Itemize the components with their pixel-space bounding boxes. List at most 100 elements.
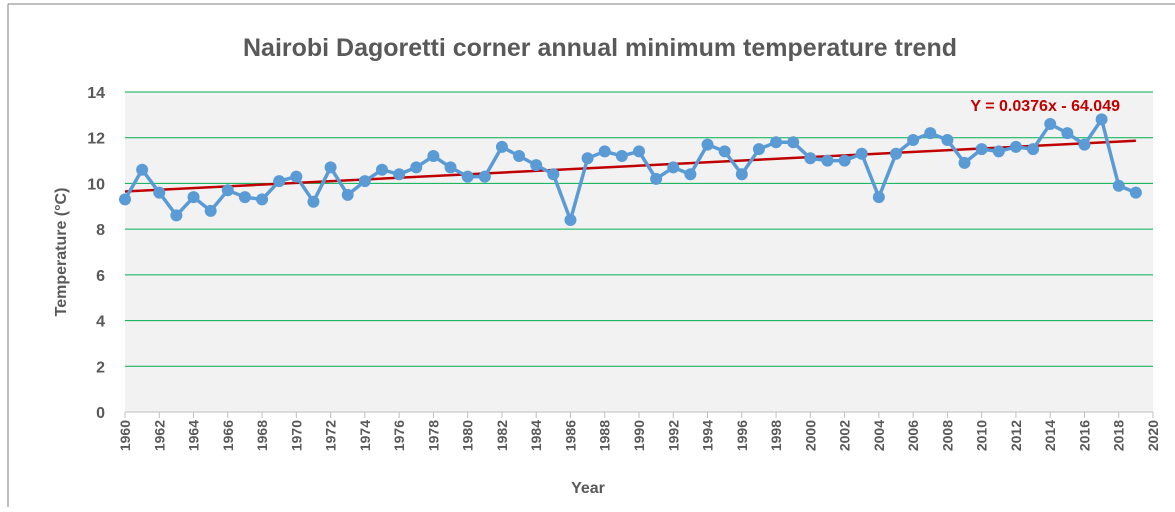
data-point [907, 134, 920, 146]
data-point [376, 163, 388, 176]
data-point [238, 191, 251, 204]
plot-area [125, 92, 1153, 412]
data-point [992, 145, 1005, 158]
x-tick-label: 1972 [323, 420, 339, 451]
data-point [581, 152, 594, 165]
data-point [119, 193, 131, 206]
trendline [124, 139, 1136, 193]
data-point [136, 163, 149, 176]
data-point [187, 191, 200, 204]
y-tick-label: 0 [96, 405, 105, 422]
data-point [872, 191, 885, 204]
data-point [633, 145, 645, 158]
data-point [1044, 118, 1057, 130]
y-axis-label: Temperature (°C) [53, 188, 70, 317]
x-tick-label: 1990 [631, 420, 647, 451]
data-point [221, 184, 234, 197]
x-tick-label: 1982 [494, 420, 510, 451]
x-tick-label: 1974 [357, 420, 373, 451]
x-tick-label: 1988 [597, 420, 613, 451]
data-point [718, 145, 731, 158]
data-point [650, 172, 663, 185]
x-tick-label: 2012 [1008, 420, 1024, 451]
chart-title: Nairobi Dagoretti corner annual minimum … [243, 34, 957, 62]
data-point [513, 150, 526, 162]
y-tick-label: 12 [87, 131, 105, 148]
data-point [273, 175, 286, 188]
y-tick-label: 14 [87, 85, 105, 102]
x-tick-label: 1992 [665, 420, 681, 451]
data-point [307, 195, 320, 208]
x-tick-label: 1998 [768, 420, 784, 451]
y-tick-label: 10 [87, 176, 105, 193]
data-point [701, 138, 714, 151]
y-tick-label: 8 [96, 222, 105, 239]
data-point [855, 147, 868, 160]
data-point [530, 159, 543, 172]
data-point [564, 214, 577, 226]
data-point [804, 152, 817, 165]
x-axis-label: Year [571, 480, 605, 497]
data-point [393, 168, 406, 181]
x-tick-label: 1980 [460, 420, 476, 451]
x-tick-label: 1978 [425, 420, 441, 451]
data-point [1112, 179, 1125, 192]
x-tick-label: 2018 [1111, 420, 1127, 451]
x-tick-label: 1960 [117, 420, 133, 451]
data-point [821, 154, 834, 167]
data-point [735, 168, 748, 181]
x-tick-label: 1996 [734, 420, 750, 451]
data-point [890, 147, 902, 160]
data-point [427, 150, 440, 162]
data-point [924, 127, 937, 140]
data-point [667, 161, 680, 174]
data-point [770, 136, 783, 149]
data-point [752, 143, 765, 156]
data-point [478, 170, 491, 183]
data-point [547, 168, 560, 181]
x-tick-label: 2002 [837, 420, 853, 451]
data-point [256, 193, 269, 206]
x-tick-label: 1962 [151, 420, 167, 451]
data-point [684, 168, 697, 181]
x-tick-label: 2006 [905, 420, 921, 451]
data-point [1027, 143, 1040, 156]
x-tick-label: 2020 [1145, 420, 1161, 451]
x-tick-label: 2000 [802, 420, 818, 451]
data-point [495, 140, 508, 153]
x-tick-label: 1966 [220, 420, 236, 451]
x-tick-label: 1968 [254, 420, 270, 451]
x-tick-label: 2010 [974, 420, 990, 451]
trendline-label: Y = 0.0376x - 64.049 [970, 98, 1120, 115]
data-point [615, 150, 628, 162]
y-tick-label: 6 [96, 268, 105, 285]
data-point [444, 161, 457, 174]
x-tick-label: 2004 [871, 420, 887, 451]
x-tick-label: 1976 [391, 420, 407, 451]
x-tick-label: 1984 [528, 420, 544, 451]
y-tick-label: 4 [96, 314, 105, 331]
data-point [341, 188, 354, 201]
data-point [1129, 186, 1142, 199]
data-point [204, 204, 217, 217]
data-point [358, 175, 371, 188]
data-point [787, 136, 800, 149]
x-tick-label: 2014 [1042, 420, 1058, 451]
data-point [461, 170, 474, 183]
data-point [290, 170, 303, 183]
x-tick-label: 1994 [700, 420, 716, 451]
data-point [1061, 127, 1074, 140]
data-point [838, 154, 851, 167]
data-point [324, 161, 337, 174]
y-tick-label: 2 [96, 359, 105, 376]
x-tick-label: 1970 [288, 420, 304, 451]
data-point [153, 186, 166, 199]
data-point [598, 145, 611, 158]
x-tick-label: 1964 [186, 420, 202, 451]
data-point [1078, 138, 1091, 151]
data-point [941, 134, 954, 146]
data-point [170, 209, 183, 222]
x-tick-label: 2008 [939, 420, 955, 451]
data-point [410, 161, 423, 174]
